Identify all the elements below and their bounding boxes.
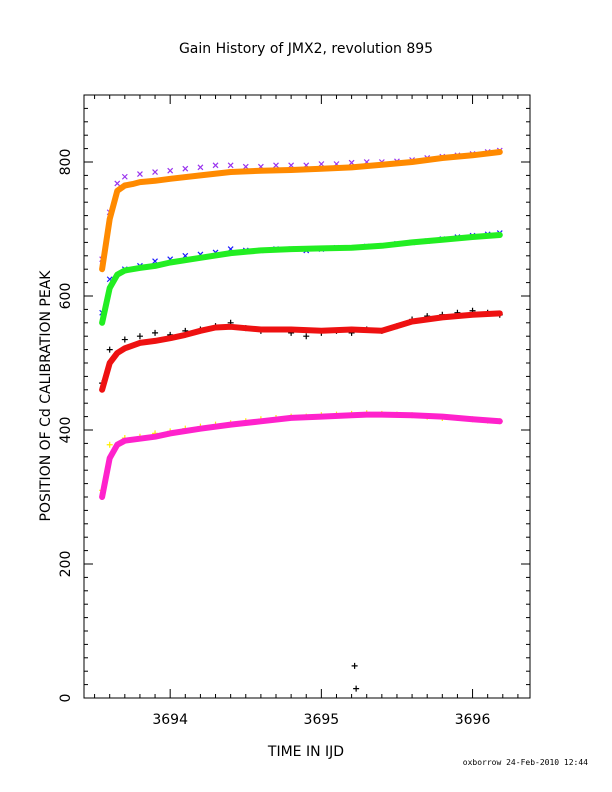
y-tick-label: 800 — [58, 149, 74, 176]
raw-series-6 — [99, 410, 503, 494]
y-tick-label: 400 — [58, 417, 74, 444]
data-point-x — [137, 171, 143, 177]
fit-curve-7 — [99, 411, 503, 500]
plot-frame — [83, 94, 531, 699]
x-tick-label: 3695 — [304, 712, 340, 728]
data-point-x — [273, 162, 279, 169]
footer-credit: oxborrow 24-Feb-2010 12:44 — [462, 758, 588, 767]
data-point-plus — [152, 329, 159, 336]
y-tick-label: 0 — [58, 694, 74, 703]
fit-curve-5 — [99, 310, 503, 393]
fit-curve-1 — [99, 149, 503, 273]
data-point-x — [152, 169, 158, 175]
x-axis-label: TIME IN IJD — [267, 744, 344, 760]
y-tick-label: 600 — [58, 283, 74, 310]
data-point-plus — [106, 346, 113, 353]
data-point-x — [167, 167, 174, 174]
raw-series-4 — [99, 307, 503, 692]
data-point-x — [212, 162, 219, 169]
fit-curve-3 — [99, 232, 503, 326]
data-point-x — [121, 173, 128, 180]
data-point-x — [197, 164, 204, 171]
data-point-plus — [351, 662, 358, 669]
chart-title: Gain History of JMX2, revolution 895 — [179, 41, 433, 57]
axis-ticks: 3694 3695 3696 0 200 400 600 800 — [58, 95, 530, 728]
x-tick-label: 3696 — [455, 712, 491, 728]
raw-series-2 — [99, 230, 503, 316]
x-tick-label: 3694 — [152, 712, 188, 728]
data-point-plus — [303, 333, 310, 340]
y-axis-label: POSITION OF Cd CALIBRATION PEAK — [38, 270, 54, 522]
y-tick-label: 200 — [58, 551, 74, 578]
data-point-x — [227, 162, 234, 169]
raw-series-0 — [99, 147, 503, 263]
data-point-plus — [106, 441, 113, 448]
data-point-plus — [136, 333, 143, 340]
data-point-plus — [353, 685, 360, 692]
data-marks — [99, 147, 503, 692]
data-point-plus — [121, 336, 128, 343]
data-point-x — [182, 165, 189, 172]
data-point-x — [114, 180, 121, 187]
